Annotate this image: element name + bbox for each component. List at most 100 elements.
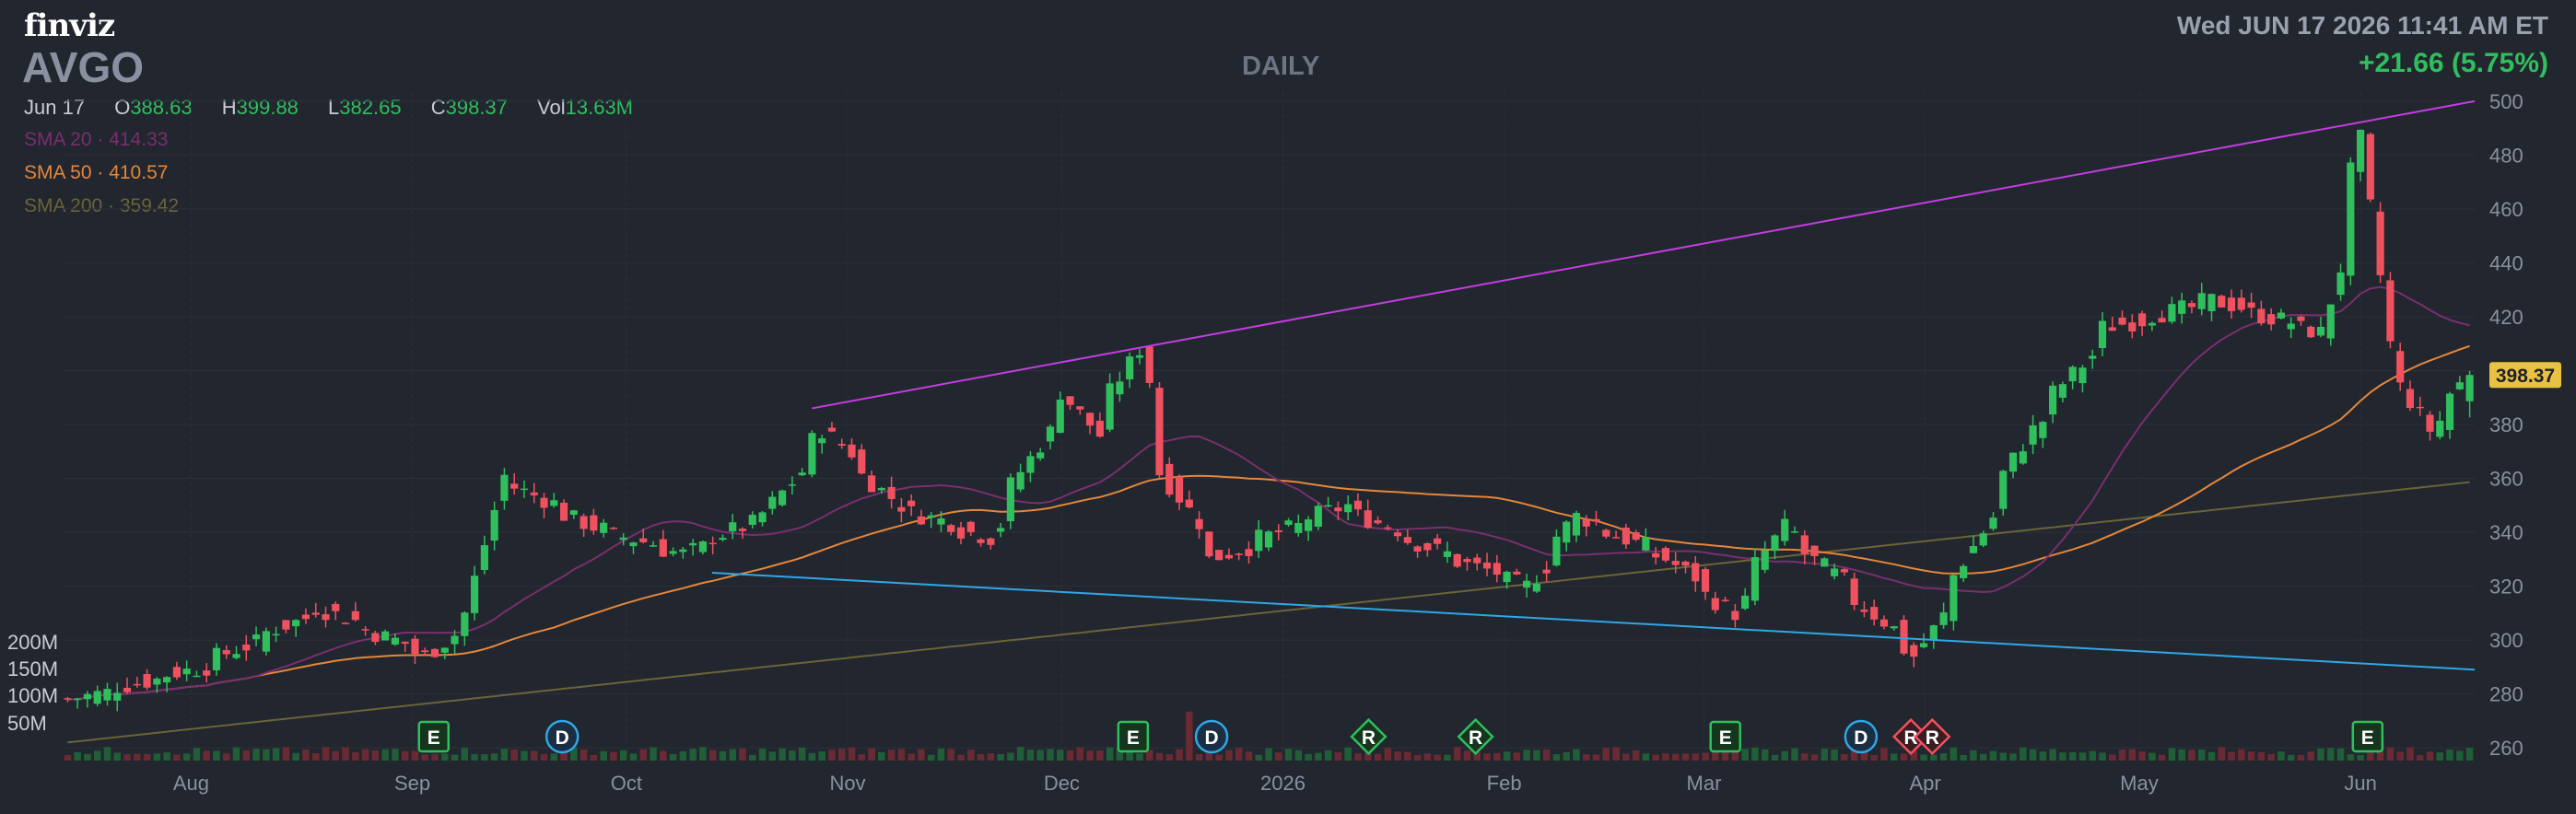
candle [471,565,479,621]
candle [927,512,935,529]
event-marker-label: R [1362,727,1376,749]
sma50-legend[interactable]: SMA 50 · 410.57 [24,162,169,183]
volume-bar [1423,753,1432,761]
event-marker[interactable]: E [417,720,451,753]
event-marker[interactable]: D [544,719,580,754]
volume-bar [1245,751,1253,761]
candle [818,434,826,454]
y-tick-label: 320 [2489,576,2523,599]
volume-bar [1582,754,1590,761]
candle [1245,541,1253,564]
candle-body [1831,568,1839,576]
candle-body [877,487,885,491]
candle [1036,448,1045,461]
candle [2158,310,2166,323]
event-marker[interactable]: E [2351,720,2384,753]
event-marker[interactable]: R [1891,717,1930,756]
candle-body [292,620,300,627]
candle [1632,529,1640,541]
candle [2197,283,2206,316]
ticker-symbol: AVGO [22,43,145,91]
candle [1205,531,1213,559]
volume-bar [282,747,290,761]
volume-bar [2089,750,2096,761]
candle-body [93,691,101,704]
candle-body [1353,500,1363,510]
volume-bar [2247,751,2255,761]
candle [1879,615,1889,630]
volume-bar [808,752,816,761]
candle-body [451,635,459,645]
candle-body [83,693,92,700]
volume-bar [1195,754,1203,761]
candle-body [2029,425,2037,445]
earnings-marker-shape [1709,720,1741,753]
candle [2316,316,2325,338]
candle-body [322,614,330,621]
volume-bar [1344,747,1352,761]
sma20-legend[interactable]: SMA 20 · 414.33 [24,129,169,150]
candle [2039,420,2047,448]
candle [808,430,816,478]
event-marker[interactable]: D [1844,719,1879,754]
candle-body [222,650,230,655]
sma200-legend[interactable]: SMA 200 · 359.42 [24,195,180,216]
candle [490,501,498,551]
volume-bar [1265,748,1272,761]
candle-body [987,538,995,545]
volume-bar [1275,752,1282,761]
volume-bar [540,753,548,761]
candle-body [2008,452,2018,472]
candle [1374,516,1382,525]
candle-body [897,506,906,512]
volume-bar [381,749,389,761]
candle [1175,474,1184,511]
event-marker[interactable]: E [1117,720,1150,753]
volume-bar [1920,754,1927,761]
volume-bar [600,750,607,761]
volume-bar [2267,753,2275,761]
candle [520,480,529,498]
event-marker[interactable]: D [1194,719,1229,754]
candle-body [1314,506,1322,527]
candle-body [1979,533,1987,546]
ohlc-close-value: 398.37 [445,96,508,119]
candle [1056,391,1064,434]
volume-bar [1056,750,1064,761]
candle [133,676,141,688]
candle [451,630,459,655]
candle-body [768,496,777,509]
candle-body [550,500,558,506]
candle-body [510,483,519,489]
candle-body [1374,520,1382,524]
candle-body [172,667,181,678]
candle-body [600,522,608,533]
finviz-logo[interactable]: finviz [24,7,115,44]
candle [1860,600,1868,618]
volume-bar [1930,754,1938,761]
volume-bar [1523,750,1530,761]
candle [311,602,320,618]
volume-bar [2068,751,2077,761]
candle [2098,312,2107,357]
candle [301,608,310,624]
candle [748,511,756,529]
candle [1463,556,1471,571]
candle-body [1423,542,1432,551]
volume-bar [2416,754,2424,761]
volume-bar [779,748,786,761]
candle [609,527,618,530]
event-marker[interactable]: R [1457,717,1494,756]
volume-bar [2347,754,2355,761]
event-marker[interactable]: R [1350,717,1388,756]
candle [2445,391,2454,439]
volume-bar [947,749,955,761]
volume-bar [1880,748,1888,761]
volume-bar [2059,752,2067,761]
candle [1552,529,1561,567]
event-marker[interactable]: R [1914,717,1951,756]
candle [937,511,945,532]
volume-bar [1989,750,1997,761]
event-marker[interactable]: E [1709,720,1741,753]
